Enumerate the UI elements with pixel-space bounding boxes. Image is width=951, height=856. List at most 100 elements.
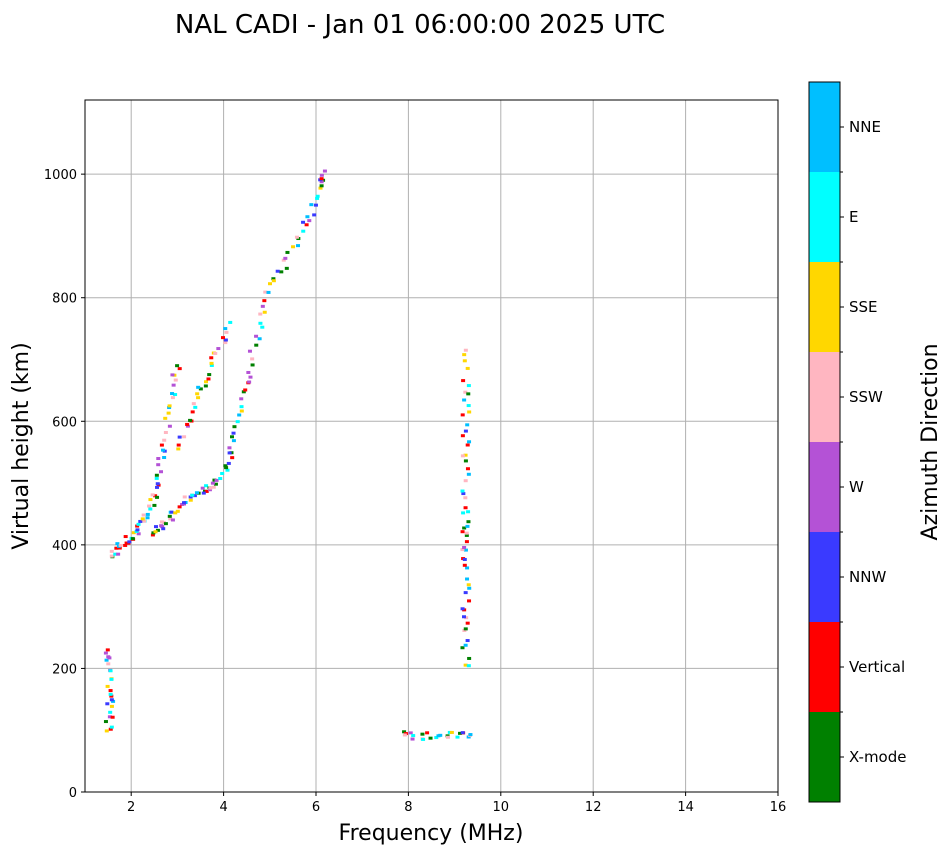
colorbar-swatch-sse [809, 262, 840, 352]
colorbar-swatch-nnw [809, 532, 840, 622]
echo-point [466, 472, 471, 476]
echo-point [224, 466, 229, 470]
echo-point [170, 373, 175, 377]
echo-point [410, 737, 415, 741]
echo-point [153, 525, 158, 529]
echo-point [218, 477, 223, 481]
echo-point [309, 203, 314, 207]
echo-point [466, 664, 471, 668]
echo-point [175, 364, 180, 368]
echo-point [147, 504, 152, 508]
echo-point [319, 184, 324, 188]
echo-point [462, 628, 467, 632]
echo-point [193, 405, 198, 409]
echo-point [436, 734, 441, 738]
echo-point [463, 496, 468, 500]
echo-point [148, 507, 153, 511]
echo-point [460, 489, 465, 493]
echo-point [465, 639, 470, 643]
y-tick-label: 400 [52, 539, 77, 554]
echo-point [313, 203, 318, 207]
echo-point [434, 736, 439, 740]
echo-point [461, 379, 466, 383]
echo-point [167, 406, 172, 410]
echo-point [213, 351, 218, 355]
echo-point [262, 299, 267, 303]
echo-point [460, 731, 465, 735]
echo-point [163, 430, 168, 434]
echo-point [188, 418, 193, 422]
echo-point [275, 269, 280, 273]
echo-point [103, 720, 108, 724]
echo-point [301, 229, 306, 233]
echo-point [204, 380, 209, 384]
echo-point [108, 692, 113, 696]
echo-point [190, 493, 195, 497]
echo-point [161, 520, 166, 524]
echo-point [170, 396, 175, 400]
echo-point [220, 336, 225, 340]
colorbar: X-mode Vertical NNW W SSW SSE E NNE [808, 81, 906, 803]
echo-point [235, 420, 240, 424]
echo-point [204, 484, 209, 488]
echo-point [283, 256, 288, 260]
colorbar-swatch-vertical [809, 622, 840, 712]
echo-point [130, 537, 135, 541]
echo-point [209, 361, 214, 365]
echo-point [208, 486, 213, 490]
echo-point [229, 435, 234, 439]
echo-point [319, 180, 324, 184]
echo-point [131, 531, 136, 535]
echo-point [225, 468, 230, 472]
echo-point [226, 461, 231, 465]
echo-point [239, 397, 244, 401]
echo-point [260, 304, 265, 308]
echo-point [109, 554, 114, 558]
echo-point [462, 526, 467, 530]
echo-point [124, 541, 129, 545]
echo-point [463, 663, 468, 667]
echo-point [145, 512, 150, 516]
echo-point [177, 367, 182, 371]
colorbar-swatch-w [809, 442, 840, 532]
echo-point [185, 422, 190, 426]
echo-point [466, 384, 471, 388]
echo-point [463, 453, 468, 457]
echo-point [142, 519, 147, 523]
y-axis-label: Virtual height (km) [9, 342, 34, 549]
x-axis-ticks: 2 4 6 8 10 12 14 16 [127, 792, 786, 815]
echo-point [463, 643, 468, 647]
echo-point [192, 494, 197, 498]
echo-point [127, 540, 132, 544]
echo-point [210, 481, 215, 485]
echo-point [319, 177, 324, 181]
echo-point [166, 411, 171, 415]
echo-point [408, 731, 413, 735]
x-tick-label: 4 [219, 800, 227, 815]
echo-point [263, 290, 268, 294]
echo-point [466, 735, 471, 739]
echo-point [246, 370, 251, 374]
echo-point [305, 215, 310, 219]
echo-point [239, 405, 244, 409]
echo-point [176, 447, 181, 451]
echo-point [257, 337, 262, 341]
echo-point [315, 194, 320, 198]
echo-point [411, 734, 416, 738]
echo-point [214, 478, 219, 482]
echo-point [138, 519, 143, 523]
echo-point [159, 443, 164, 447]
echo-point [182, 495, 187, 499]
x-axis-label: Frequency (MHz) [339, 821, 524, 846]
echo-point [304, 223, 309, 227]
colorbar-tick-label: W [849, 478, 864, 496]
echo-point [460, 530, 465, 534]
echo-point [462, 353, 467, 357]
colorbar-tick-label: Vertical [849, 658, 905, 676]
x-tick-label: 14 [677, 800, 694, 815]
echo-point [167, 404, 172, 408]
echo-point [154, 473, 159, 477]
colorbar-tick-label: NNW [849, 568, 886, 586]
echo-point [285, 250, 290, 254]
echo-point [420, 732, 425, 736]
